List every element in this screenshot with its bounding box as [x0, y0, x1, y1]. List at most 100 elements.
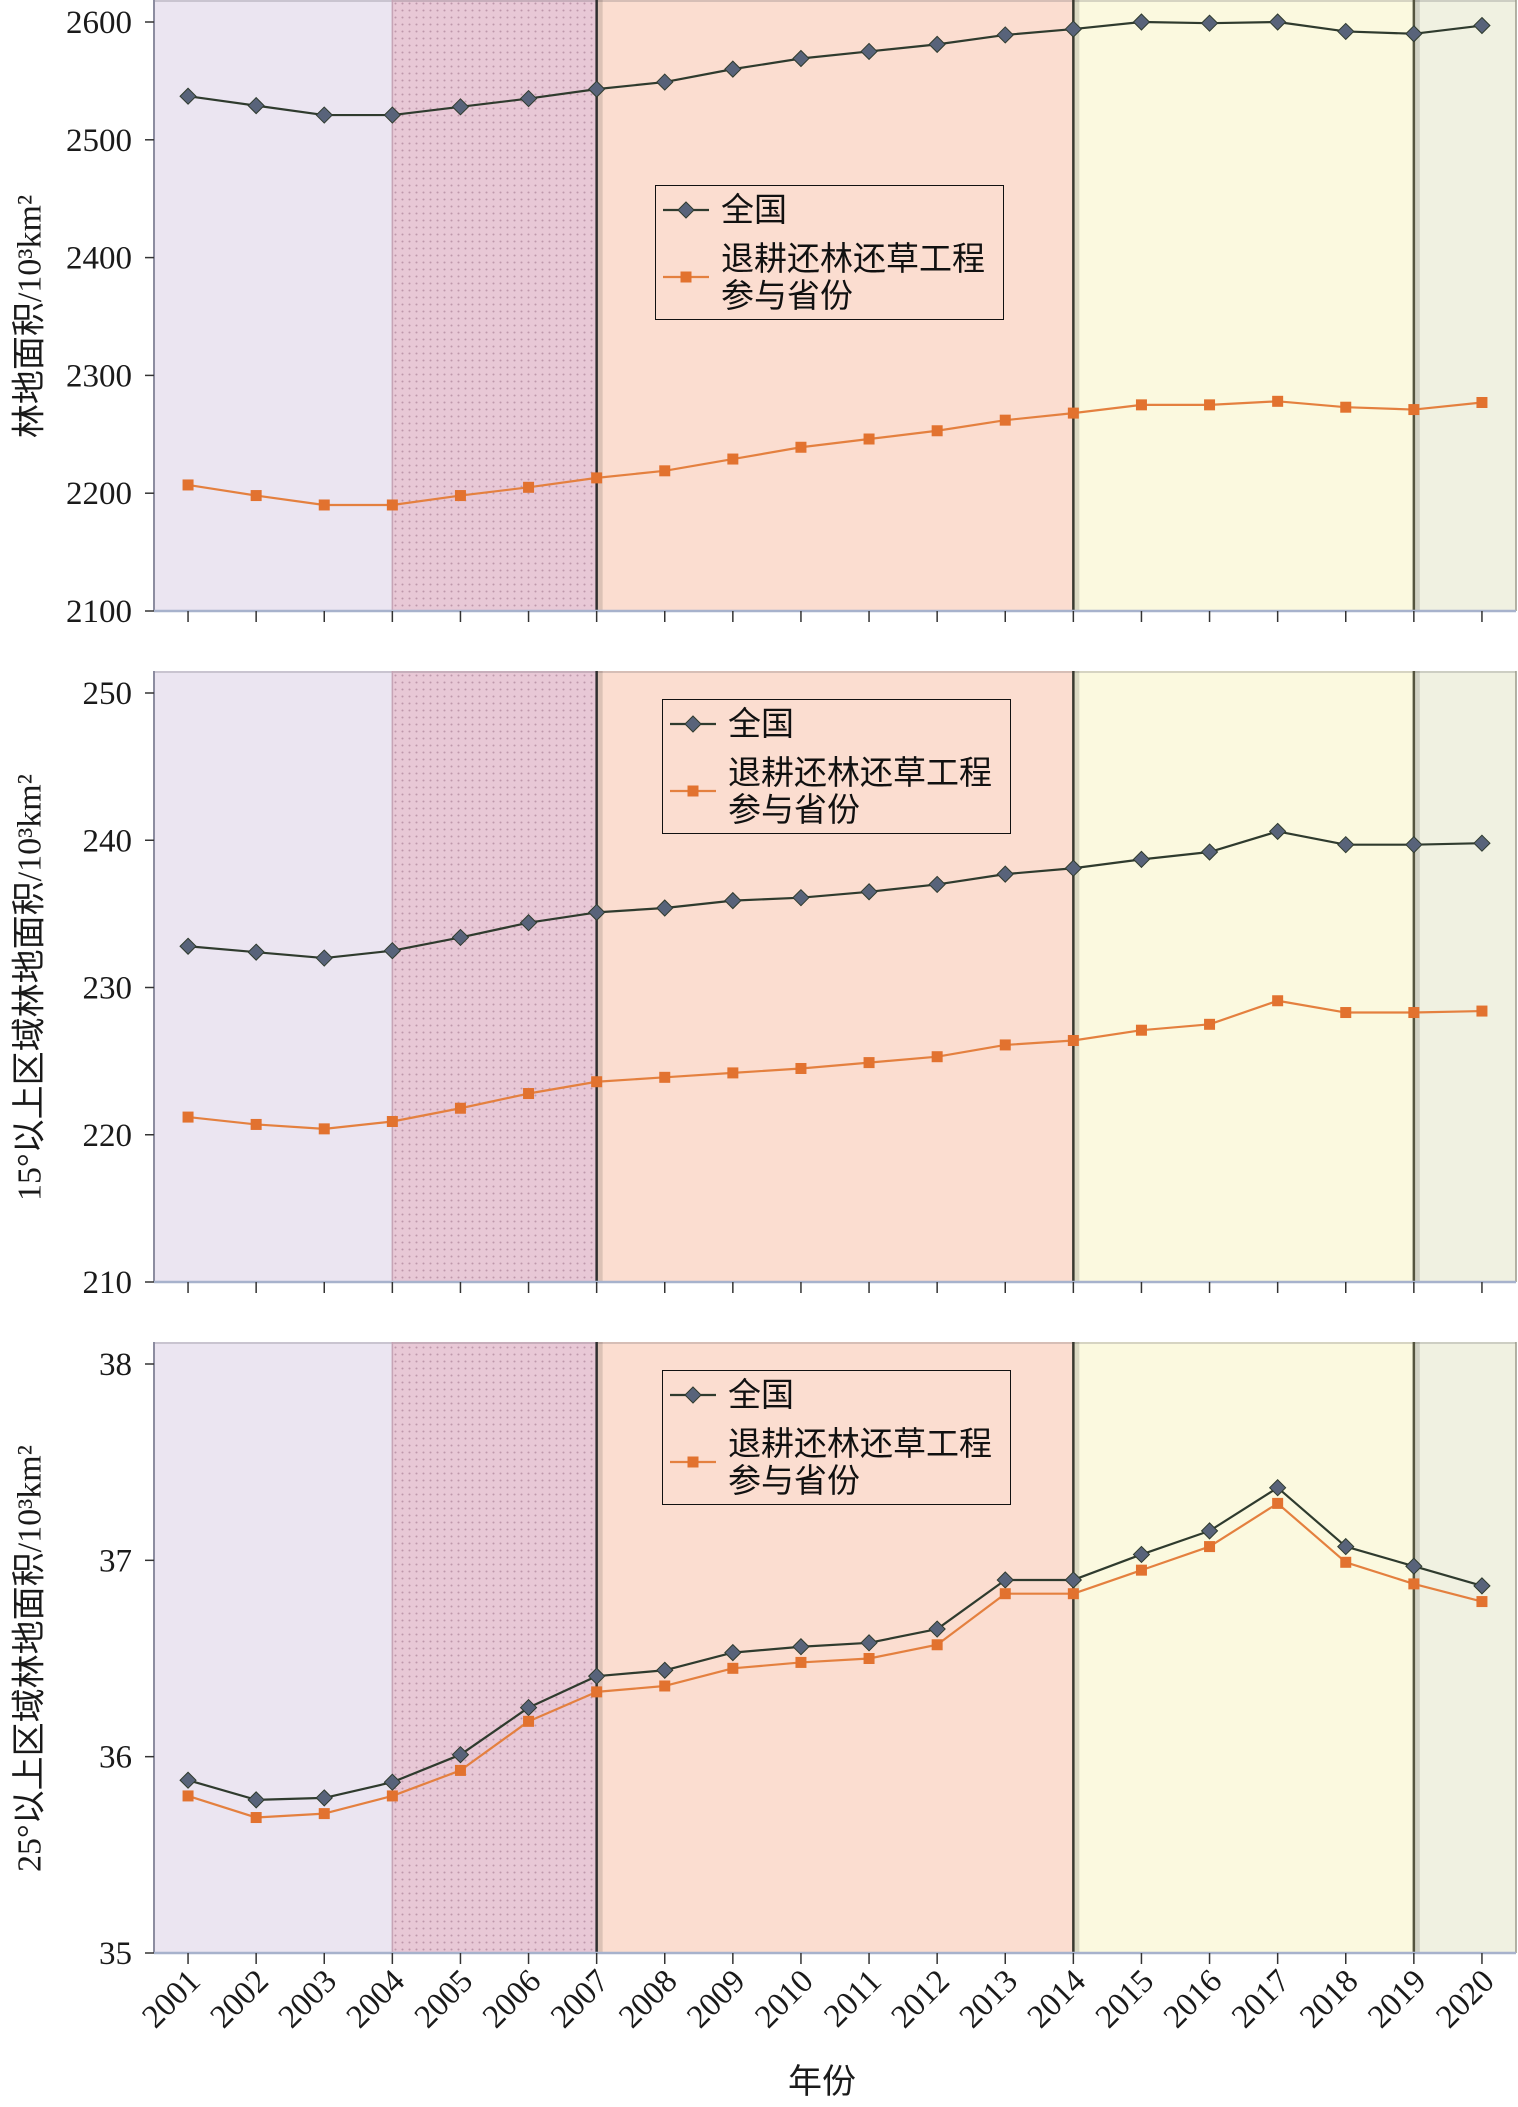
series-points-grain-for-green-provinces: [182, 1497, 1488, 1824]
period-band-dots: [392, 1342, 597, 1953]
data-point-national: [1064, 1571, 1083, 1589]
data-point-national: [587, 80, 606, 98]
period-band: [596, 0, 1074, 611]
data-point-national: [247, 96, 265, 115]
data-point-national: [996, 26, 1014, 44]
legend-symbol-national: [684, 714, 702, 733]
period-band: [1413, 1342, 1516, 1953]
series-line-national: [187, 830, 1482, 960]
data-point-national: [1473, 834, 1491, 852]
data-point-grain-for-green-provinces: [727, 453, 739, 465]
series-line-national: [187, 1486, 1483, 1801]
y-tick-label: 35: [99, 1936, 132, 1972]
y-tick-label: 240: [83, 823, 133, 859]
period-band: [1413, 671, 1516, 1282]
series-points-grain-for-green-provinces: [182, 395, 1488, 511]
data-point-grain-for-green-provinces: [1135, 1024, 1147, 1036]
legend-symbol-national: [684, 1385, 702, 1404]
data-point-grain-for-green-provinces: [1476, 1005, 1488, 1017]
data-point-national: [315, 1789, 333, 1807]
data-point-grain-for-green-provinces: [454, 490, 466, 502]
period-band-dots: [392, 671, 597, 1282]
y-tick-label: 2400: [66, 241, 132, 277]
legend-entry-national: 全国: [668, 705, 998, 742]
data-point-grain-for-green-provinces: [1476, 1596, 1488, 1608]
data-point-grain-for-green-provinces: [182, 1111, 194, 1123]
data-point-national: [451, 98, 470, 116]
data-point-national: [1132, 1545, 1151, 1564]
data-point-national: [1337, 22, 1355, 41]
data-point-national: [656, 73, 674, 91]
period-band: [1073, 671, 1414, 1282]
data-point-national: [519, 914, 538, 932]
legend-label-grain-for-green-provinces: 退耕还林还草工程参与省份: [728, 1424, 992, 1500]
legend-label-national: 全国: [728, 704, 794, 743]
legend-entry-grain-for-green-provinces: 退耕还林还草工程参与省份: [668, 754, 998, 828]
legend-entry-grain-for-green-provinces: 退耕还林还草工程参与省份: [661, 240, 991, 314]
data-point-national: [996, 1571, 1014, 1589]
data-point-national: [1405, 25, 1423, 43]
data-point-national: [1064, 859, 1083, 877]
y-axis-title: 林地面积/10³km²: [11, 195, 49, 438]
legend-symbol-grain-for-green-provinces: [687, 785, 699, 797]
data-point-grain-for-green-provinces: [659, 465, 671, 477]
legend-symbol-grain-for-green-provinces: [687, 1456, 699, 1468]
data-point-grain-for-green-provinces: [318, 1808, 330, 1820]
data-point-national: [1473, 1577, 1491, 1595]
legend-entry-national: 全国: [661, 191, 991, 228]
data-point-grain-for-green-provinces: [250, 1812, 262, 1824]
data-point-grain-for-green-provinces: [931, 425, 943, 437]
period-band: [154, 1342, 393, 1953]
data-point-grain-for-green-provinces: [1067, 1035, 1079, 1047]
data-point-national: [1337, 835, 1355, 854]
data-point-national: [1200, 1522, 1219, 1540]
data-point-grain-for-green-provinces: [250, 490, 262, 502]
period-band: [596, 1342, 1074, 1953]
data-point-grain-for-green-provinces: [999, 1588, 1011, 1600]
data-point-grain-for-green-provinces: [659, 1680, 671, 1692]
data-point-grain-for-green-provinces: [1408, 404, 1420, 416]
series-line-grain-for-green-provinces: [187, 400, 1483, 507]
legend-marker-national: [663, 200, 709, 219]
y-tick-label: 38: [99, 1347, 132, 1383]
data-point-grain-for-green-provinces: [727, 1662, 739, 1674]
data-point-national: [451, 1745, 470, 1764]
data-point-national: [792, 888, 810, 907]
data-point-grain-for-green-provinces: [523, 481, 535, 493]
chart-panel-3: 3536373820012002200320042005200620072008…: [11, 1342, 1517, 2035]
data-point-national: [792, 1638, 810, 1656]
data-point-grain-for-green-provinces: [727, 1067, 739, 1079]
data-point-national: [1337, 1537, 1355, 1556]
data-point-grain-for-green-provinces: [1067, 407, 1079, 419]
data-point-national: [860, 1634, 878, 1652]
data-point-national: [451, 928, 470, 947]
data-point-national: [656, 899, 674, 917]
data-point-grain-for-green-provinces: [454, 1764, 466, 1776]
data-point-national: [179, 87, 197, 105]
y-tick-label: 37: [99, 1543, 132, 1579]
y-tick-label: 230: [83, 971, 133, 1007]
data-point-grain-for-green-provinces: [1272, 1497, 1284, 1509]
chart-panel-1: 2100 2200 2300 2400 2500 2600 林地面积/10³km²: [11, 0, 1517, 630]
data-point-national: [928, 875, 946, 894]
data-point-national: [860, 42, 878, 61]
data-point-grain-for-green-provinces: [386, 1790, 398, 1802]
y-tick-label: 2300: [66, 358, 132, 394]
data-point-national: [1268, 1478, 1287, 1497]
data-point-national: [519, 1698, 538, 1717]
data-point-grain-for-green-provinces: [999, 1039, 1011, 1051]
legend-marker-grain-for-green-provinces: [670, 1456, 716, 1468]
data-point-grain-for-green-provinces: [795, 1062, 807, 1074]
legend: 全国退耕还林还草工程参与省份: [662, 699, 1011, 834]
data-point-grain-for-green-provinces: [1204, 1018, 1216, 1030]
y-tick-label: 210: [83, 1265, 133, 1301]
data-point-national: [996, 865, 1014, 883]
legend-label-national: 全国: [728, 1375, 794, 1414]
series-points-national: [179, 13, 1491, 124]
data-point-national: [1473, 16, 1491, 35]
series-line-grain-for-green-provinces: [187, 1502, 1483, 1819]
legend-entry-national: 全国: [668, 1376, 998, 1413]
data-point-national: [1132, 850, 1151, 869]
